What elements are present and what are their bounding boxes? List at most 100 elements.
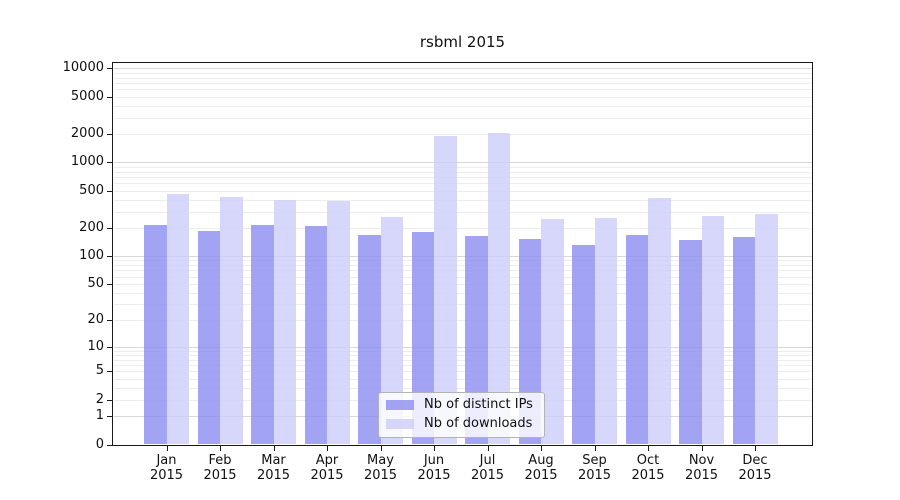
y-tick-label: 500 (79, 182, 104, 198)
x-tick-label-line: Jun (423, 452, 445, 468)
legend-label: Nb of distinct IPs (424, 397, 533, 412)
x-tick-label-line: 2015 (363, 467, 398, 483)
grid-line (113, 260, 812, 262)
y-tick-mark (107, 371, 112, 373)
x-tick-mark (755, 445, 756, 451)
x-tick-mark (648, 445, 649, 451)
x-tick-label: Feb 2015 (188, 453, 252, 483)
bar-ips-6 (411, 231, 434, 445)
y-tick-mark (107, 416, 112, 418)
grid-line (113, 227, 812, 229)
grid-line (113, 162, 812, 164)
y-tick-label: 1000 (70, 154, 104, 170)
x-tick-label-line: 2015 (631, 467, 665, 483)
y-tick-label: 1 (95, 408, 104, 424)
bar-downloads-4 (327, 200, 350, 445)
bar-downloads-11 (701, 215, 724, 445)
grid-line (113, 359, 812, 361)
x-tick-label: Nov 2015 (670, 453, 734, 483)
x-tick-mark (487, 445, 489, 451)
bar-downloads-10 (648, 197, 671, 445)
bar-ips-12 (732, 236, 755, 445)
y-tick-mark (107, 227, 112, 229)
y-tick-label: 2 (95, 391, 104, 407)
grid-line (113, 378, 812, 380)
y-tick-label: 10 (87, 338, 104, 354)
x-tick-label-line: 2015 (524, 467, 558, 483)
x-tick-label-line: Oct (636, 452, 660, 468)
x-tick-label-line: Jan (156, 452, 177, 468)
bar-downloads-7 (487, 133, 510, 445)
x-tick-label-line: Nov (688, 452, 715, 468)
x-tick-label-line: Mar (261, 452, 286, 468)
bar-downloads-1 (166, 194, 189, 445)
legend-row: Nb of downloads (379, 414, 544, 433)
x-tick-label-line: 2015 (577, 467, 612, 483)
grid-line (113, 72, 812, 74)
bar-downloads-9 (594, 218, 617, 445)
grid-line (113, 256, 812, 258)
x-tick-label: Sep 2015 (563, 453, 627, 483)
grid-line (113, 177, 812, 178)
x-tick-label-line: 2015 (256, 467, 291, 483)
x-tick-label: Dec 2015 (723, 453, 787, 483)
y-tick-label: 0 (95, 436, 104, 452)
y-tick-label: 100 (79, 248, 104, 264)
x-tick-label-line: 2015 (149, 467, 184, 483)
y-tick-label: 20 (87, 312, 104, 328)
x-tick-label-line: Feb (208, 452, 232, 468)
grid-line (113, 183, 812, 185)
x-tick-label-line: 2015 (470, 467, 505, 483)
grid-line (113, 105, 812, 107)
x-tick-mark (594, 445, 596, 451)
grid-line (113, 304, 812, 306)
bar-ips-9 (572, 244, 595, 445)
grid-line (113, 346, 812, 348)
bar-downloads-12 (755, 213, 778, 445)
x-tick-label-line: 2015 (203, 467, 237, 483)
x-tick-label-line: 2015 (738, 467, 772, 483)
legend-label: Nb of downloads (424, 416, 533, 431)
bar-downloads-3 (273, 199, 296, 445)
bar-ips-3 (251, 224, 274, 445)
x-tick-label: May 2015 (349, 453, 413, 483)
bar-ips-10 (625, 235, 648, 445)
grid-line (113, 350, 812, 352)
x-tick-label-line: Dec (742, 452, 768, 468)
grid-line (113, 83, 812, 85)
y-tick-mark (107, 399, 112, 401)
bar-ips-5 (358, 235, 381, 445)
x-tick-label: Jan 2015 (135, 453, 199, 483)
y-tick-mark (107, 96, 112, 98)
y-tick-label: 5000 (70, 88, 104, 104)
grid-line (113, 190, 812, 192)
y-tick-label: 2000 (70, 126, 104, 142)
grid-line (113, 171, 812, 173)
grid-line (113, 89, 812, 91)
x-tick-label-line: May (367, 452, 394, 468)
grid-line (113, 96, 812, 98)
x-tick-label-line: Apr (315, 452, 339, 468)
grid-line (113, 276, 812, 278)
x-tick-mark (166, 445, 168, 451)
y-tick-label: 50 (87, 275, 104, 291)
x-tick-mark (380, 445, 382, 451)
grid-line (113, 166, 812, 168)
bar-ips-1 (144, 225, 167, 445)
grid-line (113, 211, 812, 213)
grid-line (113, 354, 812, 356)
x-tick-mark (220, 445, 221, 451)
grid-line (113, 371, 812, 373)
x-tick-label-line: Jul (479, 452, 496, 468)
x-tick-label: Oct 2015 (616, 453, 680, 483)
bar-downloads-6 (434, 136, 457, 445)
grid-line (113, 77, 812, 79)
x-tick-mark (434, 445, 435, 451)
grid-line (113, 68, 812, 70)
y-tick-mark (107, 134, 112, 136)
bar-downloads-5 (380, 217, 403, 445)
y-tick-mark (107, 256, 112, 258)
chart-title: rsbml 2015 (419, 33, 506, 51)
y-tick-mark (107, 162, 112, 164)
x-tick-mark (701, 445, 703, 451)
